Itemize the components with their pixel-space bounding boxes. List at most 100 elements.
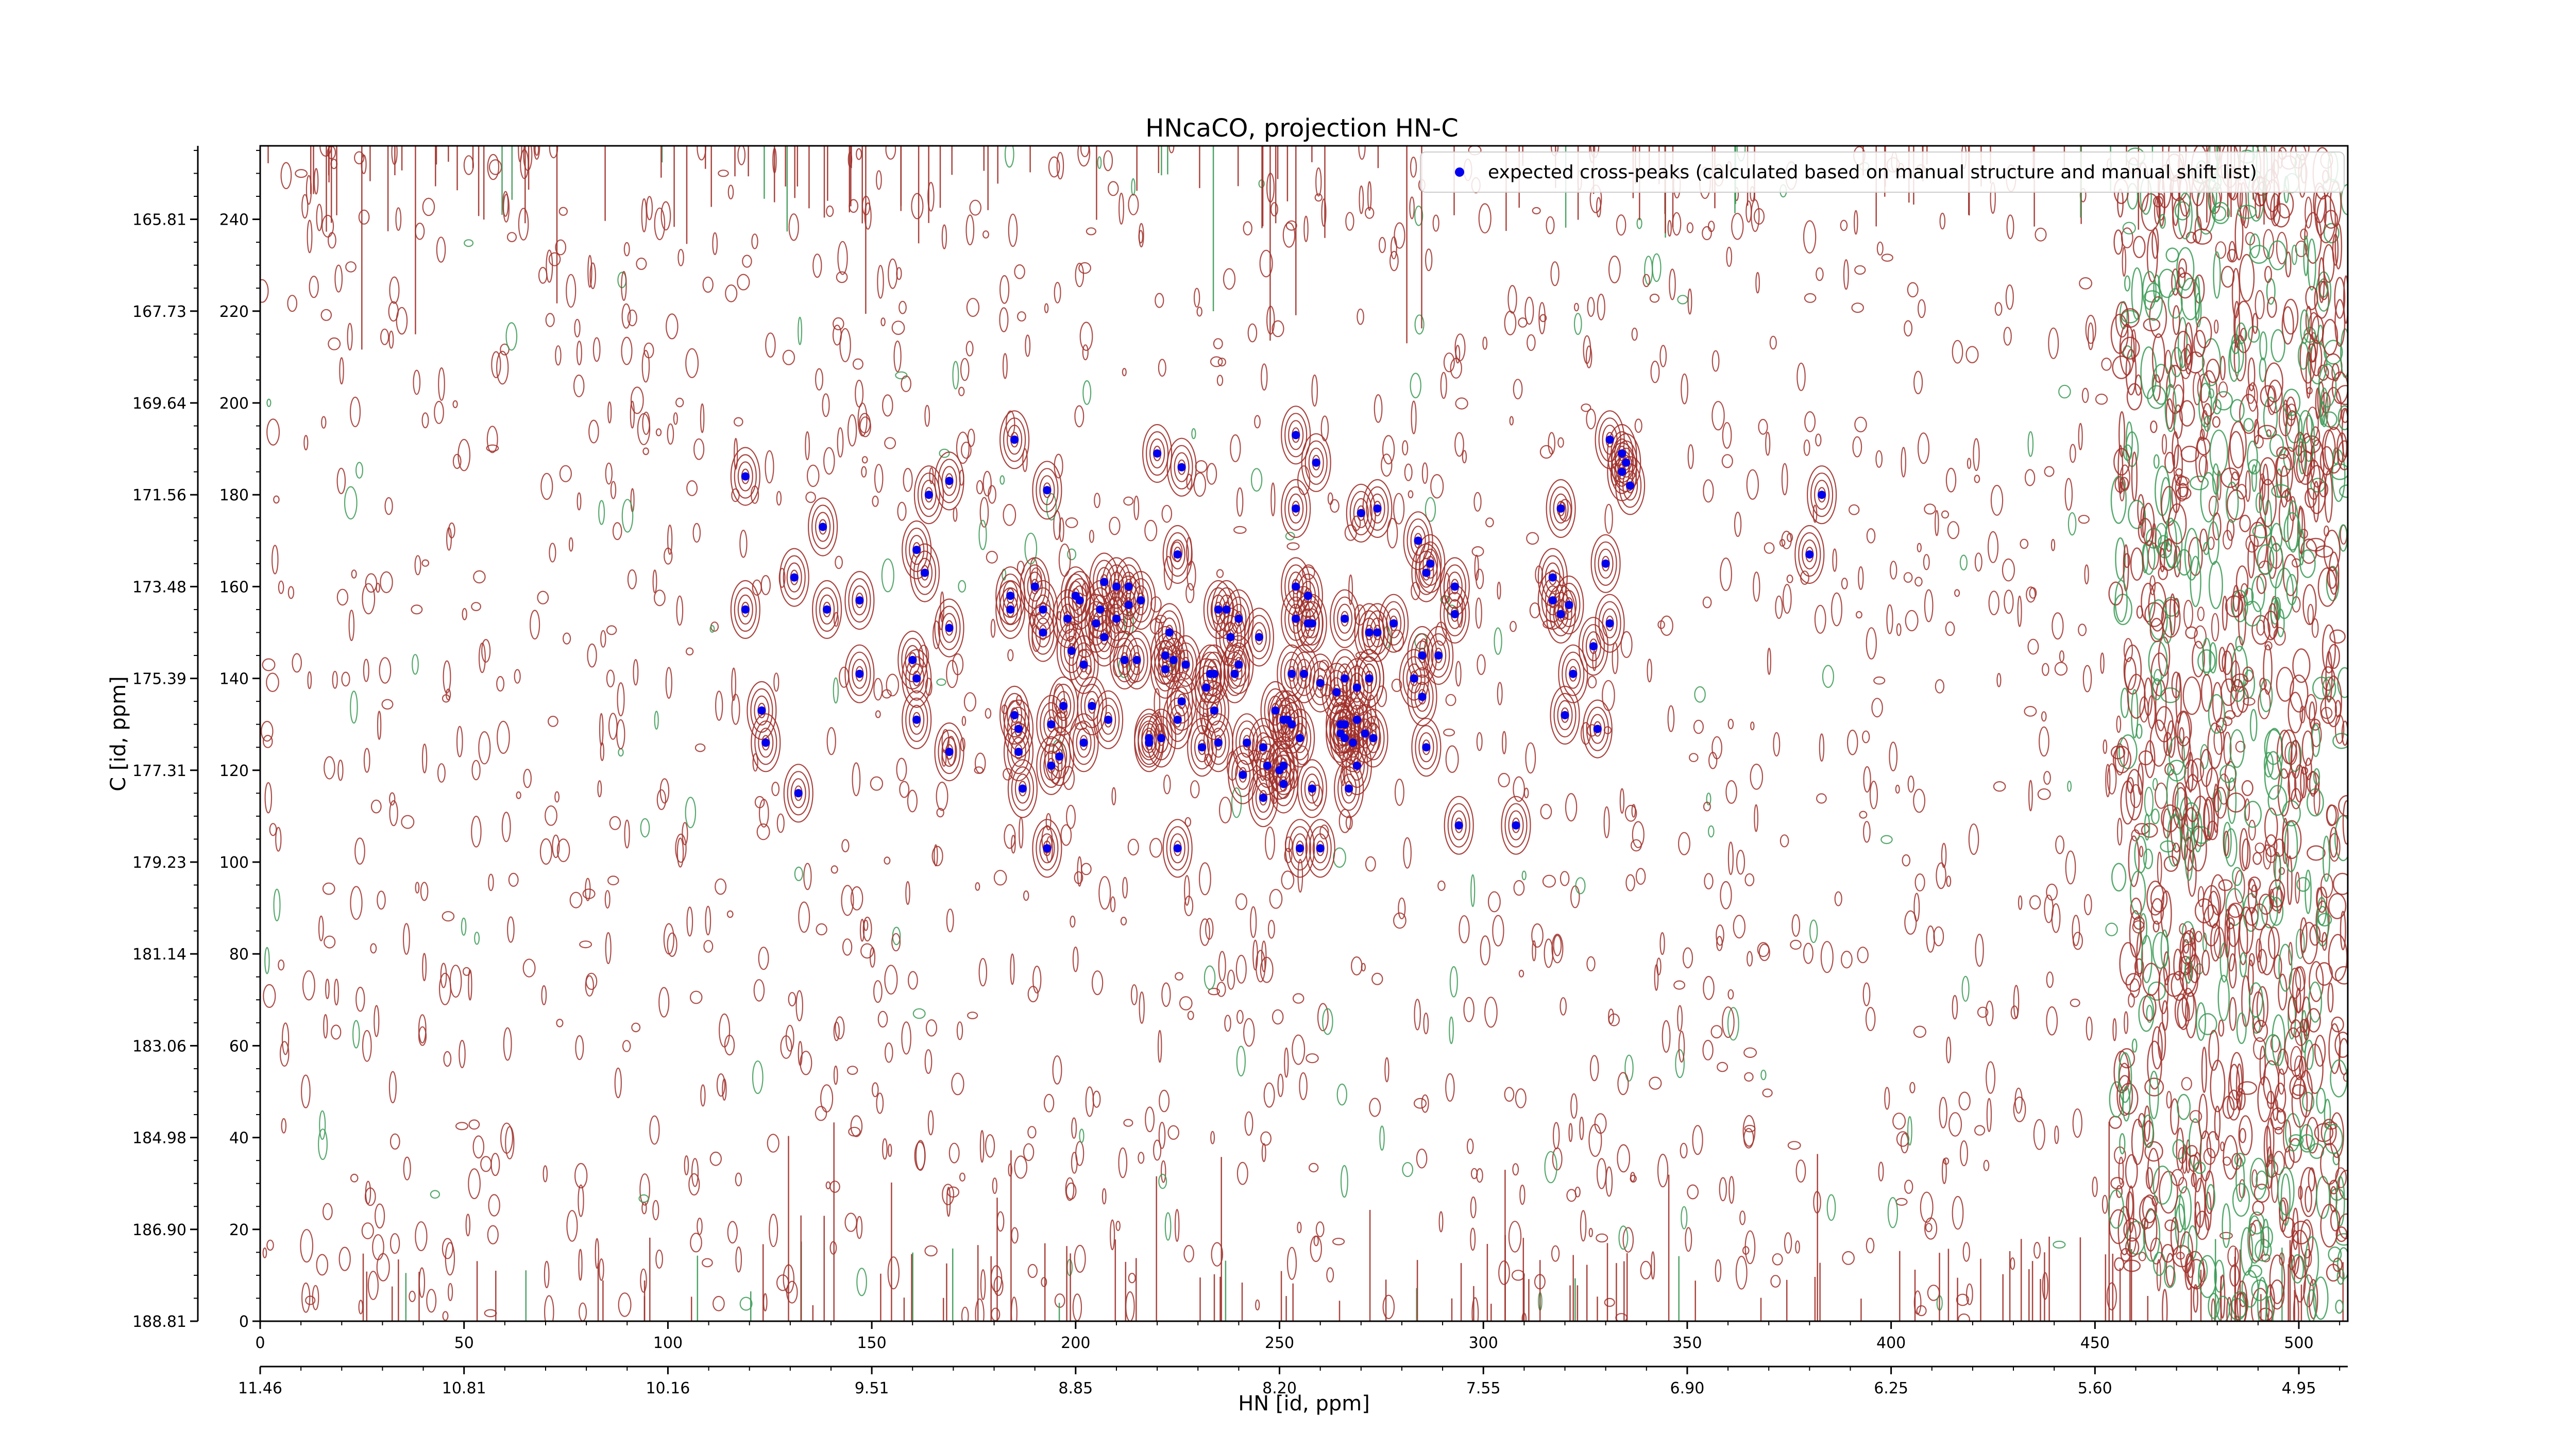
peak-contour bbox=[902, 690, 932, 749]
peak-contour bbox=[1285, 819, 1315, 878]
contour bbox=[505, 322, 518, 351]
legend[interactable]: expected cross-peaks (calculated based o… bbox=[1420, 151, 2345, 193]
contour bbox=[456, 726, 463, 757]
contour bbox=[2084, 564, 2089, 585]
contour bbox=[685, 348, 699, 378]
peak-contour bbox=[730, 580, 760, 639]
expected-cross-peak bbox=[855, 669, 864, 678]
contour-dense bbox=[2232, 584, 2240, 612]
contour-dense bbox=[2243, 418, 2254, 432]
contour bbox=[693, 438, 705, 460]
contour-dense bbox=[2330, 1209, 2341, 1232]
expected-cross-peak bbox=[1618, 449, 1626, 458]
contour bbox=[2055, 835, 2065, 854]
expected-cross-peak bbox=[1352, 715, 1361, 724]
contour bbox=[402, 923, 410, 955]
contour bbox=[1947, 521, 1960, 540]
contour bbox=[685, 797, 697, 829]
contour-dense bbox=[2184, 528, 2199, 581]
contour bbox=[2181, 1077, 2192, 1091]
contour-dense bbox=[2153, 454, 2160, 469]
contour-dense bbox=[2302, 415, 2315, 462]
contour bbox=[1014, 264, 1025, 279]
contour-dense bbox=[2247, 959, 2254, 996]
peak-contour bbox=[1622, 470, 1638, 501]
contour bbox=[1795, 1159, 1806, 1183]
contour-dense bbox=[2251, 464, 2257, 492]
contour bbox=[367, 1271, 379, 1300]
contour bbox=[389, 276, 400, 304]
contour-dense bbox=[2161, 599, 2181, 638]
contour bbox=[1155, 293, 1164, 308]
contour-dense bbox=[2248, 325, 2260, 343]
peak-contour bbox=[1288, 493, 1304, 524]
contour bbox=[1986, 1098, 1992, 1132]
expected-cross-peak bbox=[1341, 734, 1349, 743]
expected-cross-peak bbox=[1548, 596, 1557, 605]
contour-dense bbox=[2301, 730, 2314, 766]
peak-contour bbox=[902, 649, 932, 708]
contour bbox=[1394, 222, 1405, 249]
peak-contour bbox=[913, 465, 944, 525]
contour bbox=[1681, 1206, 1688, 1229]
contour bbox=[1907, 775, 1914, 793]
contour bbox=[374, 1203, 385, 1229]
contour-dense bbox=[2308, 1278, 2318, 1320]
contour-dense bbox=[2263, 611, 2279, 641]
contour bbox=[1887, 1197, 1899, 1228]
contour bbox=[771, 781, 780, 796]
peak-contour bbox=[1003, 417, 1026, 462]
contour bbox=[1008, 213, 1018, 247]
contour-dense bbox=[2161, 804, 2179, 833]
contour bbox=[1330, 499, 1340, 513]
expected-cross-peak bbox=[1626, 481, 1635, 490]
contour-dense bbox=[2328, 934, 2348, 982]
contour bbox=[2294, 1055, 2304, 1081]
expected-cross-peak bbox=[1100, 578, 1109, 586]
peak-contour bbox=[1582, 699, 1613, 759]
contour bbox=[1411, 400, 1417, 434]
peak-contour bbox=[909, 663, 925, 694]
contour-dense bbox=[2200, 370, 2218, 417]
contour-dense bbox=[2289, 675, 2309, 713]
contour-dense bbox=[2218, 1019, 2225, 1037]
expected-cross-peak bbox=[1177, 697, 1186, 706]
contour bbox=[1455, 397, 1468, 410]
contour-dense bbox=[2263, 396, 2278, 437]
contour bbox=[882, 689, 892, 699]
contour bbox=[776, 491, 782, 506]
contour bbox=[1603, 806, 1610, 838]
contour-dense bbox=[2305, 757, 2312, 780]
contour bbox=[948, 1142, 960, 1164]
peak-contour bbox=[1166, 437, 1197, 497]
peak-contour bbox=[938, 459, 961, 503]
contour bbox=[1315, 1221, 1325, 1238]
contour-dense bbox=[2160, 840, 2176, 853]
peak-contour bbox=[1334, 759, 1364, 818]
contour-dense bbox=[2130, 897, 2142, 920]
contour-dense bbox=[2266, 1090, 2275, 1109]
contour-dense bbox=[2167, 288, 2183, 319]
contour bbox=[1727, 989, 1734, 1000]
contour bbox=[737, 146, 746, 165]
contour-dense bbox=[2329, 629, 2346, 644]
contour bbox=[547, 715, 558, 727]
expected-cross-peak bbox=[1349, 738, 1357, 747]
contour bbox=[1869, 780, 1878, 810]
contour bbox=[1876, 241, 1884, 256]
peak-contour bbox=[1406, 663, 1422, 694]
contour bbox=[677, 249, 684, 266]
contour bbox=[1722, 422, 1732, 449]
contour-dense bbox=[2329, 1180, 2339, 1194]
peak-contour bbox=[1010, 714, 1027, 744]
contour bbox=[585, 975, 595, 997]
x-tick-label-index: 400 bbox=[1876, 1334, 1906, 1352]
contour bbox=[478, 731, 491, 765]
contour bbox=[2048, 327, 2059, 359]
x-tick-label-index: 100 bbox=[653, 1334, 683, 1352]
contour-dense bbox=[2112, 356, 2131, 379]
contour bbox=[1016, 311, 1026, 322]
peak-contour bbox=[901, 637, 924, 683]
peak-contour bbox=[1166, 671, 1197, 731]
contour-dense bbox=[2296, 877, 2310, 892]
